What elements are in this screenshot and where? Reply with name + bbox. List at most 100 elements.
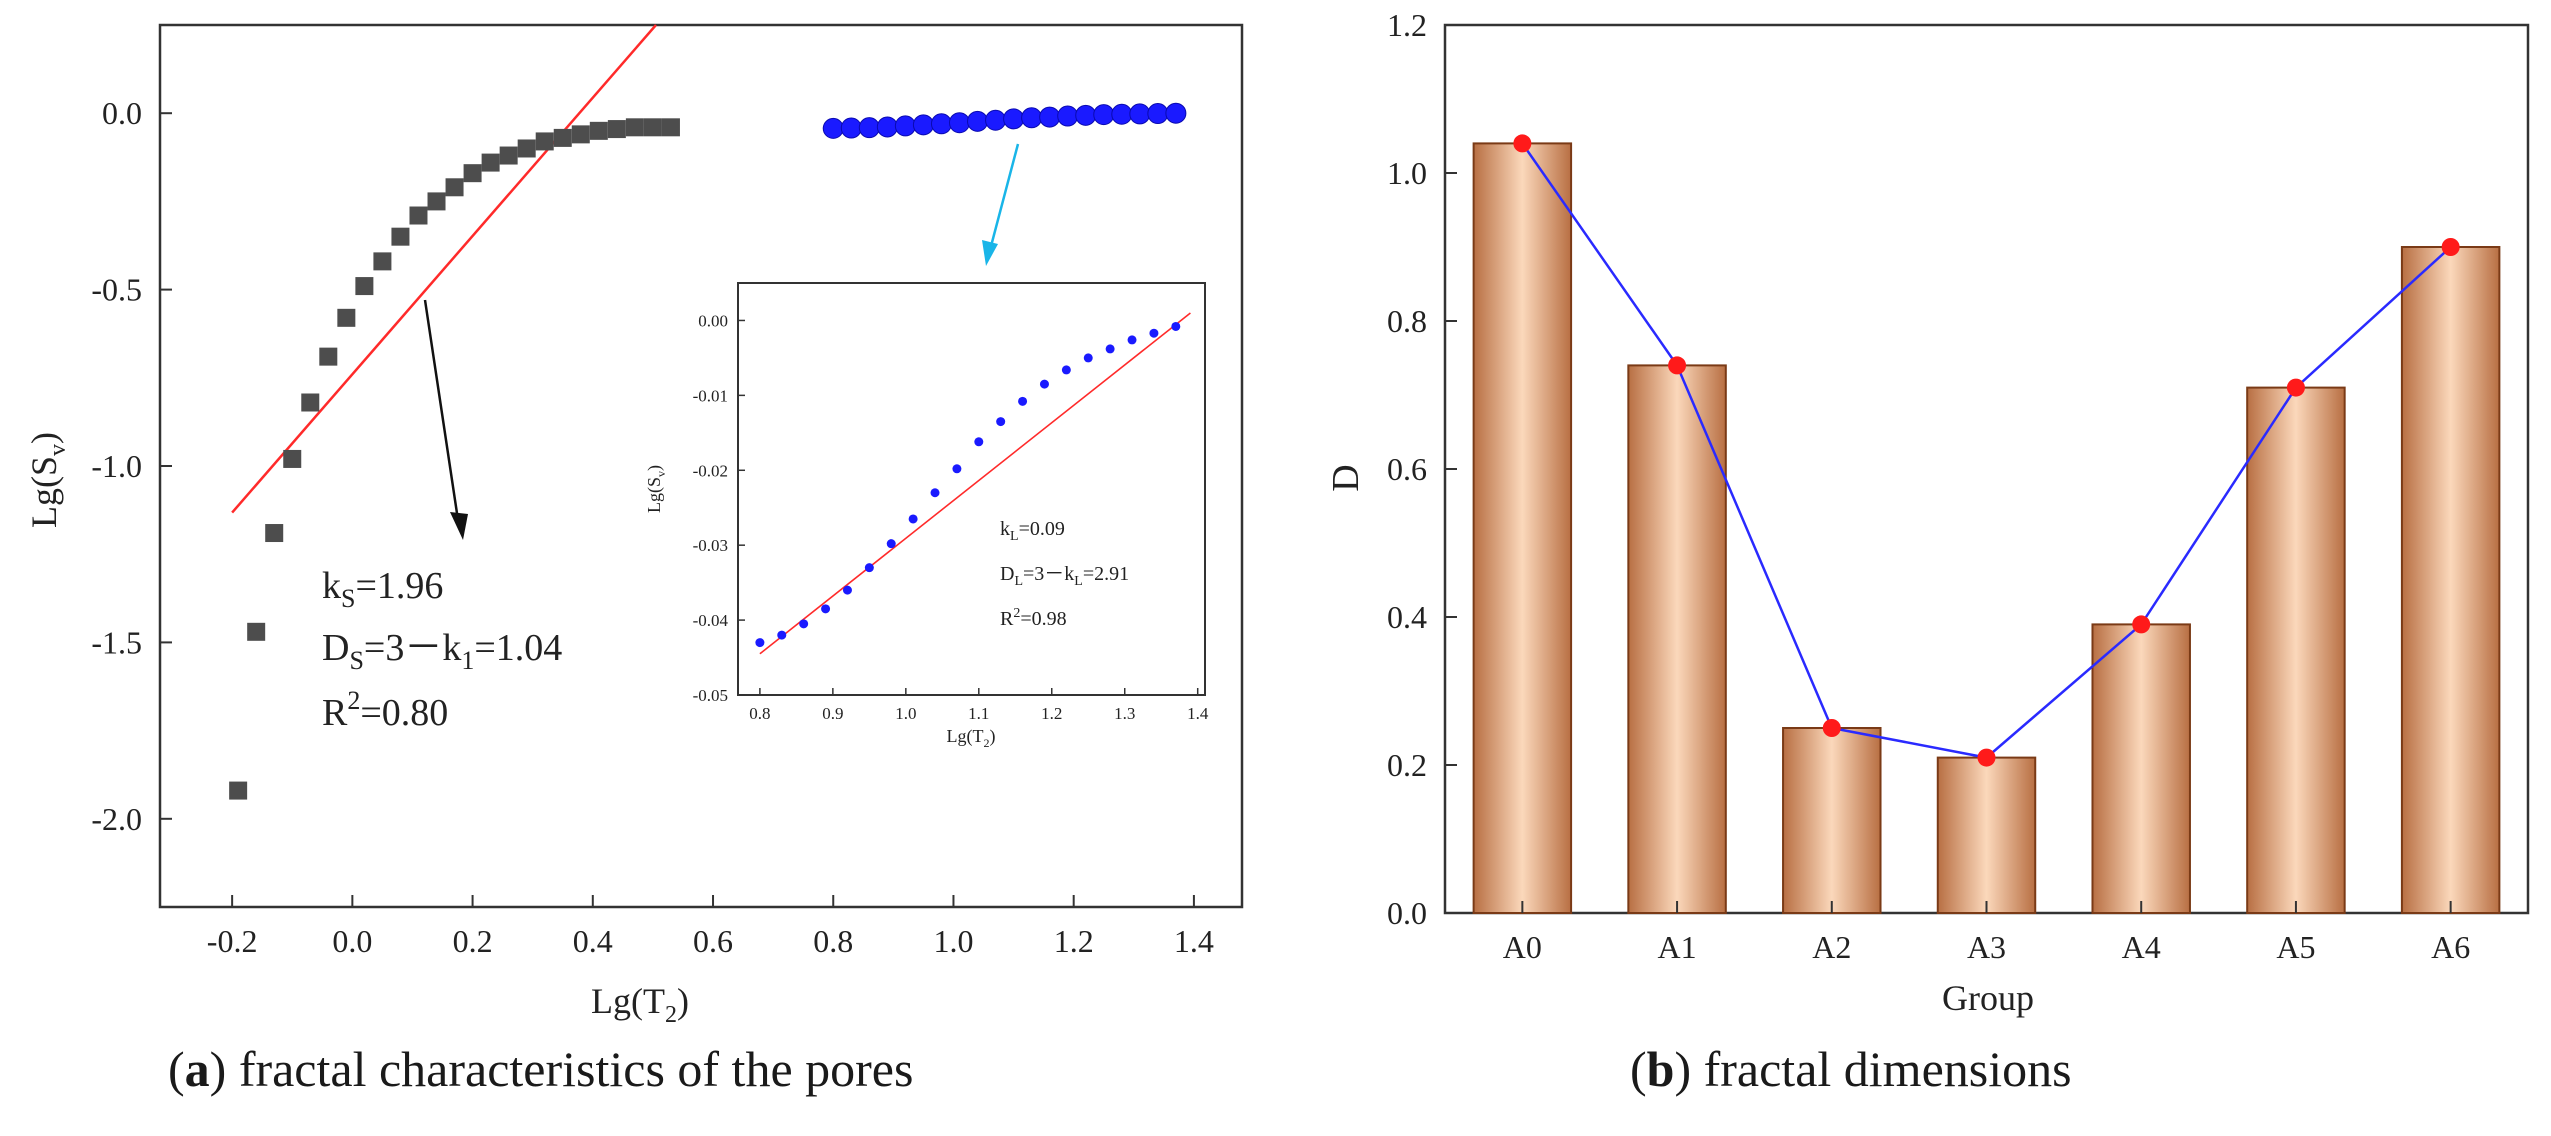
- panel-b-bar-chart: A0 A1 A2 A3 A4 A5 A6 0.0 0.2 0.4 0.6 0.8 1.0 1.2 Gro…: [1325, 7, 2530, 1018]
- inset-data-point: [1149, 328, 1159, 338]
- inset-y-tick-label: -0.02: [693, 461, 728, 480]
- data-point-circle: [1021, 107, 1043, 129]
- inset-data-point: [908, 514, 918, 524]
- data-point-circle: [1165, 102, 1187, 124]
- inset-data-point: [974, 437, 984, 447]
- inset-x-tick-label: 1.0: [895, 704, 916, 723]
- bar: [1782, 727, 1882, 914]
- overlay-point: [1513, 134, 1532, 153]
- data-point-square: [391, 227, 410, 246]
- y-tick-label: -1.0: [91, 448, 142, 484]
- inset-data-point: [996, 417, 1006, 427]
- overlay-point: [2286, 378, 2305, 397]
- annotation-d: DS=3－k1=1.04: [322, 627, 562, 675]
- inset-x-tick-label: 1.3: [1114, 704, 1135, 723]
- data-point-square: [643, 118, 662, 137]
- x-tick-label: A5: [2276, 929, 2315, 965]
- bar: [2400, 246, 2501, 914]
- y-tick-label: 0.2: [1387, 747, 1427, 783]
- bar: [1472, 142, 1573, 914]
- x-tick-label: A0: [1503, 929, 1542, 965]
- bar: [2091, 623, 2191, 915]
- inset-fit-line-segment: [759, 312, 1191, 655]
- y-tick-label: 1.2: [1387, 7, 1427, 43]
- inset-data-point: [1105, 344, 1115, 354]
- panel-a-y-axis-label: Lg(Sv): [24, 432, 71, 528]
- data-point-circle: [1111, 103, 1133, 125]
- data-point-circle: [967, 110, 989, 132]
- overlay-point: [1977, 748, 1996, 767]
- data-point-square: [589, 121, 608, 140]
- y-tick-label: 0.0: [1387, 895, 1427, 931]
- x-tick-label: 0.4: [573, 923, 613, 959]
- inset-plot-frame: [737, 282, 1206, 696]
- data-point-circle: [858, 117, 880, 139]
- data-point-circle: [840, 117, 862, 139]
- inset-data-point: [1018, 396, 1028, 406]
- inset-data-point: [886, 539, 896, 549]
- data-point-circle: [1039, 106, 1061, 128]
- data-point-square: [445, 178, 464, 197]
- data-point-square: [427, 192, 446, 211]
- inset-data-point: [952, 464, 962, 474]
- data-point-square: [463, 164, 482, 183]
- x-tick-label: A3: [1967, 929, 2006, 965]
- annotation-arrowhead-cyan: [982, 240, 998, 266]
- annotation-arrowhead-black: [450, 512, 468, 540]
- annotation-arrow-black: [423, 299, 460, 521]
- annotation-k: kS=1.96: [322, 565, 443, 613]
- fit-line-small-pores: [231, 24, 657, 514]
- inset-x-tick-label: 0.8: [749, 704, 770, 723]
- inset-x-tick-label: 0.9: [822, 704, 843, 723]
- inset-x-ticks: 0.8 0.9 1.0 1.1 1.2 1.3 1.4: [749, 688, 1209, 723]
- panel-b-x-axis-label: Group: [1942, 978, 2034, 1018]
- inset-data-point: [864, 563, 874, 573]
- annotation-arrow-cyan: [988, 143, 1020, 251]
- panel-a-x-ticks: -0.2 0.0 0.2 0.4 0.6 0.8 1.0 1.2 1.4: [207, 895, 1214, 959]
- inset-data-point: [842, 585, 852, 595]
- y-tick-label: -0.5: [91, 272, 142, 308]
- x-tick-label: 0.2: [453, 923, 493, 959]
- inset-x-tick-label: 1.4: [1187, 704, 1209, 723]
- data-point-square: [229, 781, 248, 800]
- x-tick-label: A1: [1658, 929, 1697, 965]
- panel-a-annotation: kS=1.96 DS=3－k1=1.04 R2=0.80: [322, 565, 562, 734]
- data-point-circle: [1003, 108, 1025, 130]
- data-point-square: [535, 132, 554, 151]
- inset-annotation-r: R2=0.98: [1000, 606, 1067, 630]
- y-tick-label: -2.0: [91, 801, 142, 837]
- inset-y-tick-label: -0.03: [693, 536, 728, 555]
- data-point-square: [373, 252, 392, 271]
- data-point-circle: [1147, 103, 1169, 125]
- x-tick-label: 0.6: [693, 923, 733, 959]
- data-point-square: [607, 120, 626, 139]
- x-tick-label: 1.2: [1054, 923, 1094, 959]
- x-tick-label: 1.0: [933, 923, 973, 959]
- inset-plot: 0.8 0.9 1.0 1.1 1.2 1.3 1.4 0.00 -0.01 -0.02 -0.0…: [644, 282, 1209, 750]
- data-point-circle: [876, 116, 898, 138]
- annotation-r: R2=0.80: [322, 686, 448, 734]
- data-point-square: [301, 393, 320, 412]
- x-tick-label: A4: [2122, 929, 2161, 965]
- inset-annotation-k: kL=0.09: [1000, 518, 1065, 544]
- panel-b-y-ticks: 0.0 0.2 0.4 0.6 0.8 1.0 1.2: [1387, 7, 1457, 931]
- y-tick-label: 0.8: [1387, 303, 1427, 339]
- x-tick-label: A6: [2431, 929, 2470, 965]
- y-tick-label: 0.4: [1387, 599, 1427, 635]
- inset-data-point: [1171, 321, 1181, 331]
- overlay-point: [2132, 615, 2151, 634]
- data-point-circle: [985, 109, 1007, 131]
- inset-x-tick-label: 1.1: [968, 704, 989, 723]
- data-point-circle: [1057, 105, 1079, 127]
- x-tick-label: 1.4: [1174, 923, 1214, 959]
- y-tick-label: 1.0: [1387, 155, 1427, 191]
- inset-x-axis-label: Lg(T2): [947, 726, 996, 750]
- panel-b-overlay-line: [1513, 134, 2460, 767]
- overlay-point: [2441, 238, 2460, 256]
- inset-y-tick-label: -0.04: [693, 611, 729, 630]
- overlay-point: [1668, 356, 1687, 375]
- data-point-square: [571, 125, 590, 144]
- data-point-square: [517, 139, 536, 158]
- inset-data-point: [1039, 379, 1049, 389]
